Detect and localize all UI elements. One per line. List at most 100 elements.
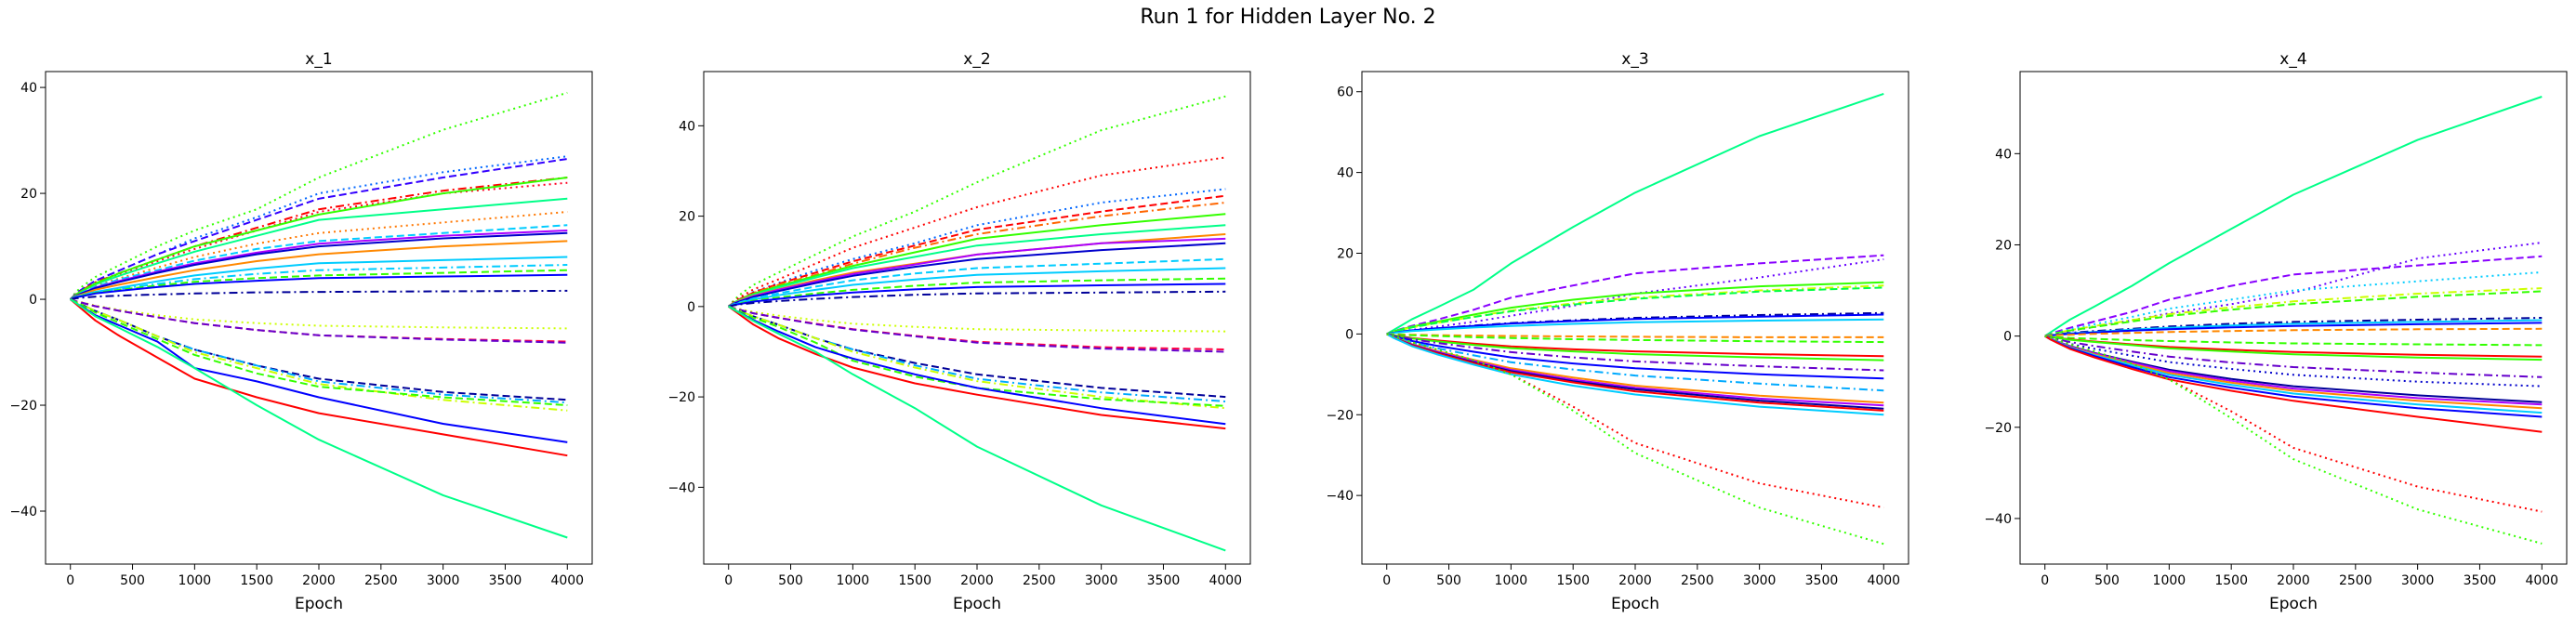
series-line-22: [728, 305, 1226, 407]
series-line-25: [728, 305, 1226, 552]
y-tick-label: −20: [1984, 421, 2012, 436]
y-tick-label: 20: [20, 187, 37, 202]
subplot-title: x_3: [1621, 50, 1648, 69]
y-tick-label: 60: [1337, 85, 1354, 100]
series-line-5: [1386, 284, 1884, 335]
subplot-title: x_1: [305, 50, 332, 69]
x-axis-label: Epoch: [1611, 595, 1659, 613]
series-line-16: [2044, 335, 2543, 403]
subplot-1: 0 500 1000 1500 2000 2500 3000 3500 4000 −40 −20 0 2…: [9, 50, 593, 613]
axes-frame: [2019, 71, 2568, 565]
subplot-title: x_2: [963, 50, 990, 69]
x-tick-label: 500: [2094, 573, 2120, 588]
axes-frame: [703, 71, 1251, 565]
x-tick-label: 1000: [2153, 573, 2186, 588]
series-line-8: [70, 177, 568, 300]
y-tick-label: −40: [1984, 512, 2012, 527]
x-tick-label: 3500: [2464, 573, 2497, 588]
series-line-16: [70, 273, 568, 301]
y-tick-label: 0: [687, 300, 695, 315]
x-tick-label: 2500: [2339, 573, 2372, 588]
series-line-23: [728, 305, 1226, 426]
x-tick-label: 2500: [1681, 573, 1714, 588]
y-tick-label: 20: [1995, 238, 2012, 253]
x-tick-label: 4000: [1209, 573, 1242, 588]
x-tick-label: 3000: [1085, 573, 1118, 588]
x-tick-label: 1500: [2214, 573, 2248, 588]
y-tick-label: 20: [679, 210, 695, 225]
series-line-14: [70, 264, 568, 301]
series-line-21: [1386, 333, 1884, 416]
y-tick-label: −20: [9, 399, 37, 414]
series-line-26: [70, 298, 568, 457]
series-line-18: [728, 305, 1226, 353]
x-tick-label: 4000: [1867, 573, 1900, 588]
x-tick-label: 1500: [240, 573, 273, 588]
series-line-1: [2044, 96, 2543, 337]
subplot-2: 0 500 1000 1500 2000 2500 3000 3500 4000 −40 −20 0 2…: [667, 50, 1251, 613]
axes-frame: [45, 71, 593, 565]
series-group: [1386, 92, 1884, 546]
y-tick-label: 0: [1345, 327, 1354, 342]
series-line-15: [1386, 333, 1884, 380]
y-tick-label: 0: [2003, 330, 2012, 345]
x-tick-label: 1500: [898, 573, 931, 588]
x-tick-label: 0: [66, 573, 74, 588]
series-line-11: [1386, 333, 1884, 344]
series-line-17: [728, 305, 1226, 350]
series-line-1: [69, 91, 568, 300]
x-tick-label: 1000: [837, 573, 870, 588]
subplot-3: 0 500 1000 1500 2000 2500 3000 3500 4000 −40 −20 0 2…: [1326, 50, 1909, 613]
series-line-13: [1386, 333, 1884, 362]
series-line-23: [1386, 333, 1884, 546]
subplot-4: 0 500 1000 1500 2000 2500 3000 3500 4000 −40 −20 0 2…: [1984, 50, 2568, 613]
subplot-title: x_4: [2279, 50, 2306, 69]
y-tick-label: 40: [1337, 166, 1354, 181]
series-group: [2044, 96, 2543, 545]
series-line-20: [2044, 335, 2543, 418]
x-tick-label: 4000: [2525, 573, 2558, 588]
y-tick-label: 20: [1337, 246, 1354, 261]
series-line-23: [70, 298, 568, 412]
y-tick-label: 40: [679, 119, 695, 134]
x-tick-label: 500: [1436, 573, 1461, 588]
x-tick-label: 3000: [427, 573, 460, 588]
series-group: [727, 95, 1226, 552]
series-line-25: [70, 298, 568, 443]
series-line-19: [728, 305, 1226, 399]
series-line-21: [2044, 335, 2543, 433]
series-line-11: [728, 257, 1226, 308]
series-line-20: [70, 298, 568, 344]
series-line-13: [2044, 335, 2543, 362]
series-line-7: [1386, 311, 1884, 335]
series-line-13: [728, 277, 1226, 308]
series-line-1: [727, 95, 1226, 308]
series-line-2: [69, 155, 568, 300]
series-line-27: [70, 298, 568, 539]
series-line-7: [2044, 317, 2543, 337]
series-line-24: [728, 305, 1226, 430]
series-line-4: [1386, 281, 1884, 335]
series-line-2: [1386, 254, 1884, 335]
series-line-10: [1386, 333, 1884, 338]
series-line-16: [728, 305, 1226, 333]
series-line-9: [2044, 322, 2543, 337]
series-line-9: [1386, 318, 1884, 335]
x-tick-label: 3500: [1805, 573, 1839, 588]
series-line-1: [1386, 92, 1884, 335]
series-line-6: [2044, 290, 2543, 337]
series-line-4: [70, 177, 568, 300]
y-tick-label: 40: [20, 81, 37, 96]
x-tick-label: 1000: [178, 573, 212, 588]
x-tick-label: 3500: [1147, 573, 1181, 588]
y-tick-label: 40: [1995, 147, 2012, 162]
series-line-23: [2044, 335, 2543, 545]
x-axis-label: Epoch: [953, 595, 1001, 613]
x-tick-label: 500: [120, 573, 145, 588]
series-line-3: [2044, 255, 2543, 337]
x-tick-label: 2000: [960, 573, 994, 588]
y-tick-label: −40: [667, 480, 695, 495]
series-line-5: [2044, 287, 2543, 337]
x-tick-label: 1000: [1495, 573, 1528, 588]
